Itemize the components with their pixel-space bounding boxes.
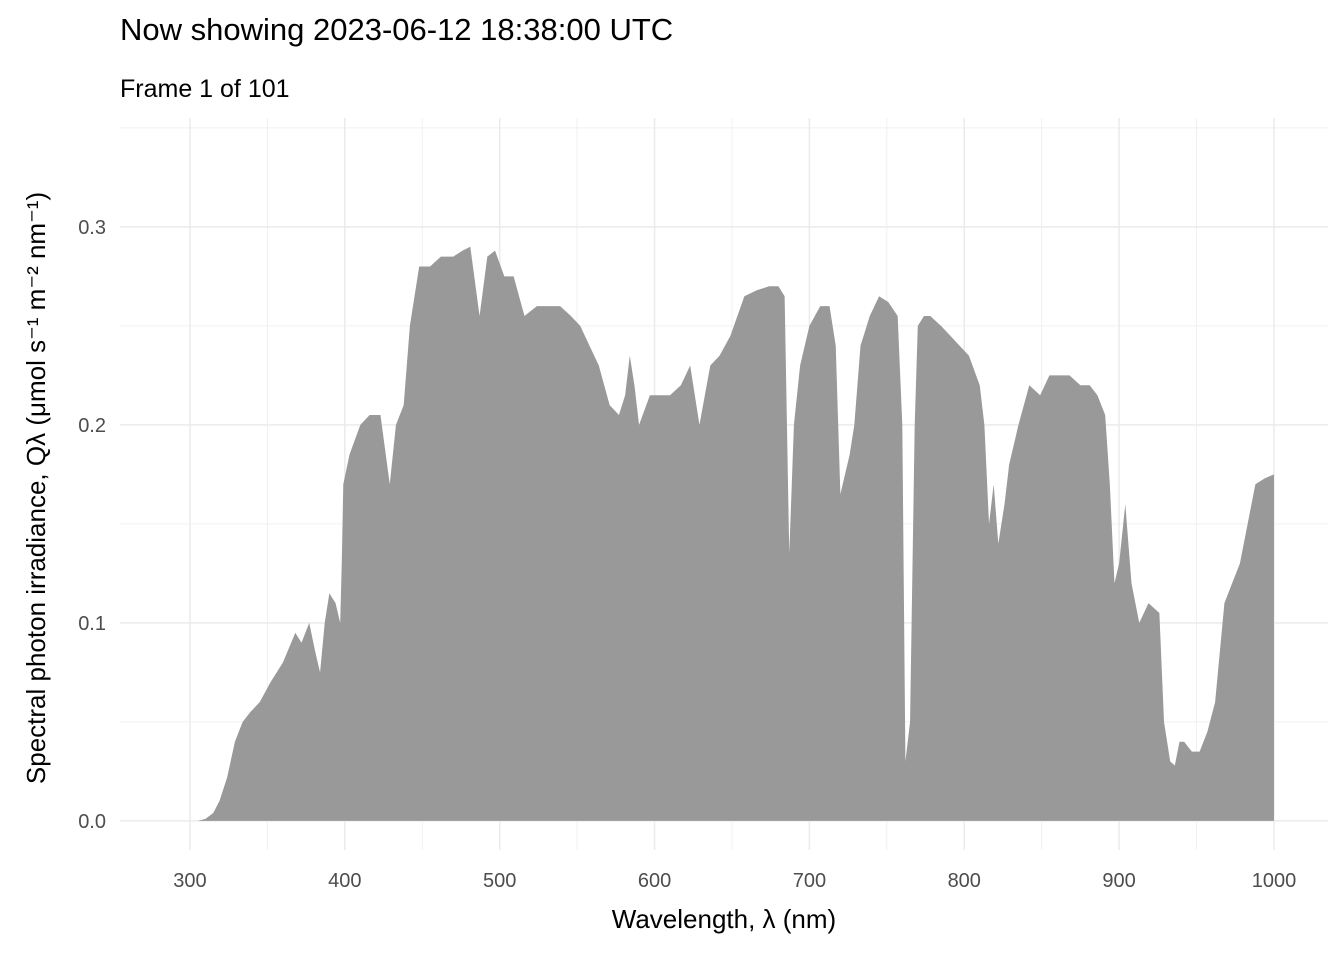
chart-title: Now showing 2023-06-12 18:38:00 UTC [120,12,673,47]
x-tick-label: 1000 [1252,870,1297,892]
chart-subtitle: Frame 1 of 101 [120,75,290,103]
y-tick-label: 0.3 [78,217,106,239]
x-tick-label: 400 [328,870,361,892]
x-tick-label: 800 [948,870,981,892]
y-tick-label: 0.2 [78,415,106,437]
x-tick-label: 600 [638,870,671,892]
spectrum-area [189,246,1274,821]
x-axis-title: Wavelength, λ (nm) [612,904,836,934]
y-tick-label: 0.1 [78,613,106,635]
x-tick-label: 500 [483,870,516,892]
x-tick-label: 900 [1102,870,1135,892]
x-tick-label: 300 [173,870,206,892]
y-axis-title: Spectral photon irradiance, Qλ (μmol s⁻¹… [21,192,51,784]
y-tick-label: 0.0 [78,811,106,833]
x-tick-label: 700 [793,870,826,892]
